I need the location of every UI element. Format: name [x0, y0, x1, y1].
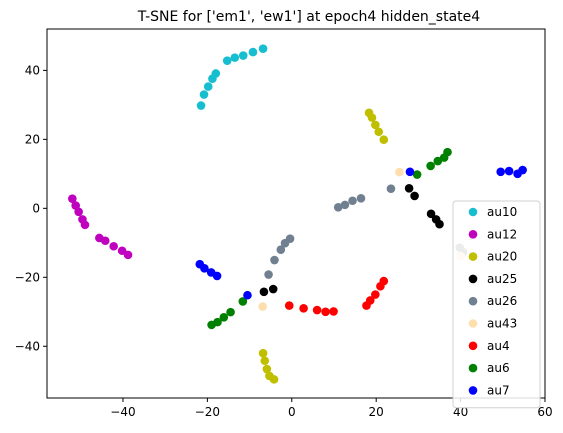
point-au26-3: [356, 194, 366, 203]
point-au7-7: [504, 166, 514, 176]
legend-marker-au43: [468, 319, 478, 328]
legend-label-au10: au10: [487, 205, 517, 219]
legend-marker-au12: [468, 230, 478, 239]
point-au6-4: [238, 297, 248, 306]
y-tick-label-4: 40: [25, 63, 40, 77]
point-au4-6: [365, 296, 375, 305]
point-au20-1: [367, 113, 377, 122]
point-au6-2: [219, 313, 229, 322]
point-au20-4: [379, 135, 389, 144]
legend-label-au26: au26: [487, 294, 517, 308]
point-au10-5: [222, 56, 232, 66]
point-au10-9: [258, 44, 268, 53]
point-au4-2: [312, 305, 322, 315]
point-au25-4: [435, 219, 444, 229]
legend-label-au43: au43: [487, 317, 517, 331]
point-au12-2: [74, 207, 83, 217]
point-au7-9: [518, 165, 527, 175]
point-au26-4: [386, 184, 396, 193]
point-au4-9: [379, 276, 389, 286]
y-tick-label-2: 0: [32, 201, 40, 215]
x-tick-label-4: 40: [453, 405, 468, 419]
points-layer: [68, 44, 527, 384]
point-au26-6: [270, 255, 279, 265]
y-tick-label-1: −20: [15, 270, 40, 284]
x-tick-label-1: −20: [195, 405, 220, 419]
point-au43-1: [258, 302, 267, 311]
legend-marker-au20: [468, 252, 478, 261]
point-au25-0: [404, 184, 414, 193]
point-au10-4: [211, 69, 221, 78]
point-au6-7: [433, 156, 443, 166]
point-au20-3: [374, 127, 384, 137]
point-au4-1: [299, 304, 308, 313]
y-tick-label-3: 20: [25, 132, 40, 146]
point-au25-6: [268, 284, 278, 294]
point-au7-3: [212, 271, 222, 281]
axis-ticks: −40 −20 0 20 40 60 −40 −20 0 20 40: [15, 63, 553, 419]
point-au4-0: [284, 301, 294, 310]
point-au7-4: [243, 290, 252, 300]
legend-marker-au7: [468, 386, 478, 395]
plot-frame: [46, 28, 546, 399]
point-au10-0: [196, 101, 206, 110]
x-tick-label-3: 20: [369, 405, 384, 419]
point-au4-3: [321, 307, 330, 317]
point-au20-7: [262, 364, 272, 374]
point-au12-6: [100, 236, 110, 246]
point-au6-9: [443, 147, 452, 157]
point-au26-7: [276, 245, 286, 255]
legend-label-au25: au25: [487, 272, 517, 286]
point-au26-0: [333, 202, 343, 212]
point-au10-8: [248, 47, 258, 57]
point-au6-1: [213, 317, 222, 327]
x-tick-label-2: 0: [288, 405, 296, 419]
point-au7-6: [496, 167, 505, 177]
x-tick-label-0: −40: [110, 405, 135, 419]
point-au12-0: [68, 194, 77, 203]
legend-marker-au26: [468, 296, 478, 306]
point-au43-0: [395, 167, 404, 177]
x-tick-label-5: 60: [537, 405, 552, 419]
point-au26-5: [264, 270, 273, 279]
point-au6-5: [412, 170, 422, 179]
point-au25-5: [259, 287, 269, 297]
legend-label-au4: au4: [487, 339, 510, 353]
point-au7-1: [200, 264, 209, 273]
legend-label-au6: au6: [487, 361, 510, 375]
point-au12-9: [123, 250, 133, 260]
point-au10-6: [230, 53, 240, 62]
point-au10-2: [203, 82, 213, 91]
legend-marker-au10: [468, 207, 478, 217]
legend: au10 au12 au20 au25 au26 au43 au4 au6 au7: [452, 200, 541, 409]
point-au26-1: [340, 200, 350, 210]
point-au6-3: [226, 307, 235, 317]
point-au25-2: [426, 209, 436, 219]
point-au10-7: [238, 51, 248, 60]
point-au26-9: [285, 234, 295, 243]
legend-label-au7: au7: [487, 383, 510, 397]
point-au20-6: [260, 356, 270, 366]
point-au7-5: [405, 167, 415, 177]
point-au10-1: [199, 90, 209, 99]
legend-label-au20: au20: [487, 250, 517, 264]
point-au20-5: [258, 348, 268, 358]
legend-label-au12: au12: [487, 227, 517, 241]
point-au4-7: [371, 290, 380, 299]
point-au4-4: [329, 307, 338, 316]
point-au26-2: [348, 196, 357, 206]
legend-marker-au6: [468, 363, 478, 373]
point-au12-4: [80, 220, 90, 230]
point-au6-6: [426, 161, 435, 171]
point-au12-7: [109, 241, 118, 251]
point-au20-2: [371, 120, 380, 130]
legend-marker-au4: [468, 341, 478, 351]
chart-title: T-SNE for ['em1', 'ew1'] at epoch4 hidde…: [137, 9, 480, 25]
point-au20-9: [269, 375, 279, 384]
legend-marker-au25: [468, 274, 478, 284]
point-au25-1: [410, 191, 419, 201]
y-tick-label-0: −40: [15, 339, 40, 353]
